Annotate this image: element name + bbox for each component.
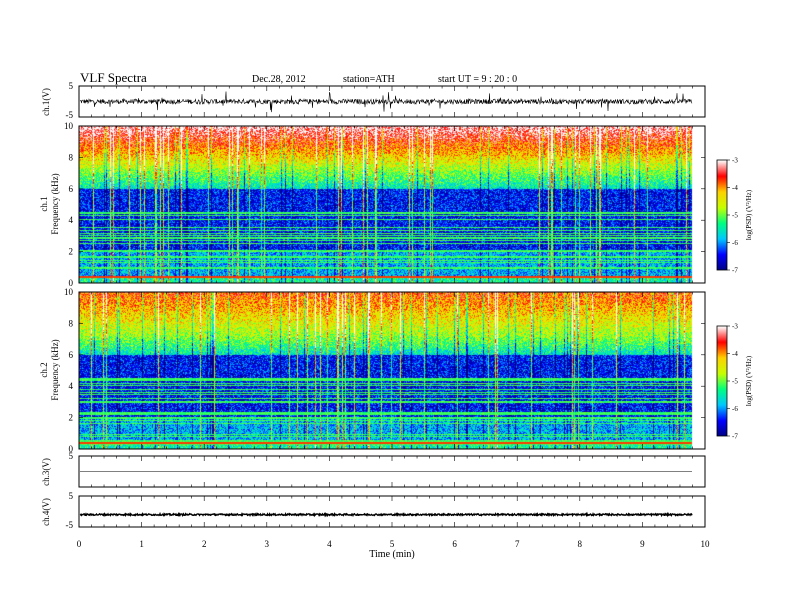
colorbar-tick-label: -6 [732,405,738,413]
x-tick-label: 7 [515,539,520,549]
colorbar-tick-label: -4 [732,184,738,192]
freq-tick-label: 8 [69,152,74,162]
ch4-ytick-bottom: -5 [66,520,74,530]
ch1-colorbar-gradient [717,160,727,270]
freq-tick-label: 0 [69,444,74,454]
header-station: station=ATH [343,74,395,85]
ch2-spectrogram-panel: 0 2 4 6 8 10 ch.2 Frequency (kHz) [39,287,706,454]
colorbar-tick-label: -3 [732,157,738,165]
colorbar-tick-label: -6 [732,239,738,247]
x-tick-label: 8 [578,539,583,549]
freq-tick-label: 6 [69,350,74,360]
colorbar-tick-label: -3 [732,323,738,331]
colorbar-tick-label: -5 [732,378,738,386]
ch1-waveform-ylabel: ch.1(V) [41,88,51,116]
x-tick-label: 3 [265,539,270,549]
time-axis-label: Time (min) [369,549,414,560]
ch2-colorbar-label: log(PSD) (V²/Hz) [745,355,753,406]
ch1-ytick-bottom: -5 [66,110,74,120]
freq-tick-label: 2 [69,247,74,257]
time-axis-tick-labels: 0 1 2 3 4 5 6 7 8 9 10 [77,539,710,549]
header-date: Dec.28, 2012 [252,74,306,85]
ch1-spectrogram-panel: 0 2 4 6 8 10 ch.1 Frequency (kHz) [39,121,706,288]
ch1-waveform-panel: 5 -5 ch.1(V) [41,81,706,120]
freq-tick-label: 8 [69,318,74,328]
ch1-spectrogram-ylabel-line2: Frequency (kHz) [50,173,60,234]
x-tick-label: 5 [390,539,395,549]
ch2-colorbar-gradient [717,326,727,436]
x-tick-label: 2 [202,539,207,549]
ch1-colorbar-label: log(PSD) (V²/Hz) [745,189,753,240]
ch1-colorbar: -3 -4 -5 -6 -7 log(PSD) (V²/Hz) [716,157,753,275]
ch2-spectrogram-heatmap [79,292,705,449]
ch4-waveform-trace [79,511,693,518]
colorbar-tick-label: -7 [732,433,738,441]
freq-tick-label: 4 [69,381,74,391]
ch3-waveform-panel: 5 ch.3(V) [41,451,706,488]
header-start-time: start UT = 9 : 20 : 0 [438,74,517,85]
colorbar-tick-label: -4 [732,350,738,358]
colorbar-tick-label: -7 [732,267,738,275]
x-tick-label: 1 [139,539,144,549]
ch1-spectrogram-ylabel-line1: ch.1 [39,196,49,211]
freq-tick-label: 6 [69,184,74,194]
ch1-ytick-top: 5 [69,81,74,91]
x-tick-label: 9 [640,539,645,549]
x-tick-label: 6 [452,539,457,549]
x-tick-label: 4 [327,539,332,549]
ch3-waveform-ylabel: ch.3(V) [41,458,51,486]
ch1-waveform-trace [79,91,693,113]
freq-tick-label: 4 [69,215,74,225]
freq-tick-label: 2 [69,413,74,423]
freq-tick-label: 0 [69,278,74,288]
x-tick-label: 0 [77,539,82,549]
figure-title: VLF Spectra [80,70,147,85]
ch4-waveform-frame [78,495,706,528]
freq-tick-label: 10 [64,121,74,131]
time-axis-ticks [78,86,706,527]
x-tick-label: 10 [701,539,711,549]
freq-tick-label: 10 [64,287,74,297]
ch3-ytick-top: 5 [69,451,74,461]
ch4-ytick-top: 5 [69,491,74,501]
ch2-colorbar: -3 -4 -5 -6 -7 log(PSD) (V²/Hz) [716,323,753,441]
ch4-waveform-ylabel: ch.4(V) [41,498,51,526]
ch4-waveform-panel: 5 -5 ch.4(V) [41,491,706,530]
ch2-spectrogram-ylabel-line2: Frequency (kHz) [50,339,60,400]
colorbar-tick-label: -5 [732,212,738,220]
ch2-spectrogram-ylabel-line1: ch.2 [39,362,49,377]
ch1-spectrogram-heatmap [79,126,705,283]
